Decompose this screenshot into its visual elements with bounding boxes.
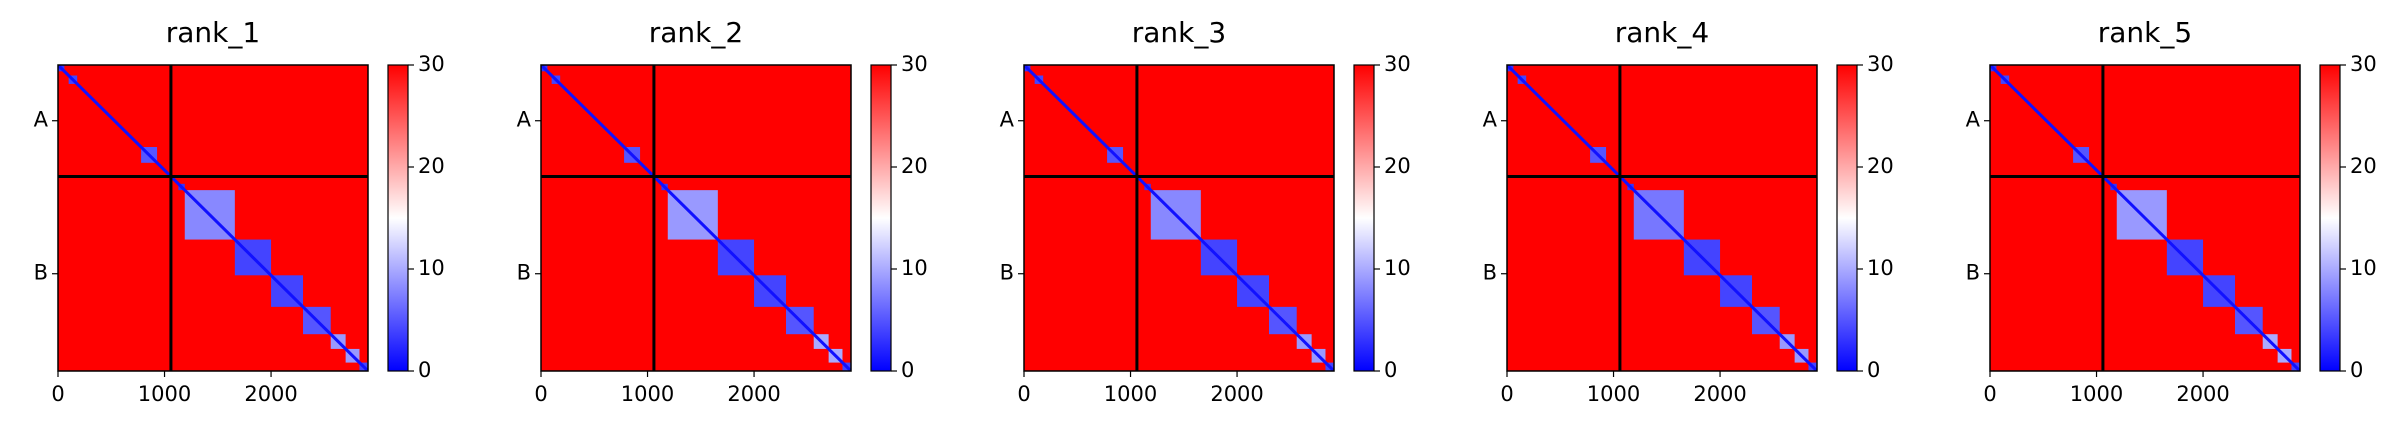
colorbar	[1353, 64, 1375, 372]
chart-title: rank_5	[2098, 16, 2192, 49]
colorbar	[870, 64, 892, 372]
heatmap-area	[541, 65, 851, 371]
colorbar-tick-label: 30	[418, 52, 445, 76]
colorbar-tick-label: 0	[1867, 358, 1880, 382]
x-tick-label: 2000	[727, 382, 780, 406]
x-tick-label: 0	[1500, 382, 1513, 406]
x-tick-label: 0	[1983, 382, 1996, 406]
heatmap-diagonal	[1024, 65, 1334, 371]
chart-title: rank_2	[649, 16, 743, 49]
x-tick-label: 1000	[2070, 382, 2123, 406]
colorbar	[2319, 64, 2341, 372]
y-tick-label: B	[1000, 261, 1014, 285]
colorbar-tick-label: 30	[1384, 52, 1411, 76]
x-tick-label: 2000	[1693, 382, 1746, 406]
colorbar-tick-label: 10	[418, 256, 445, 280]
colorbar-tick-label: 0	[901, 358, 914, 382]
colorbar	[387, 64, 409, 372]
y-tick-label: B	[1966, 261, 1980, 285]
colorbar	[1836, 64, 1858, 372]
axes-frame	[1506, 64, 1818, 372]
heatmap-area	[1507, 65, 1817, 371]
y-tick-label: A	[1000, 108, 1015, 132]
panel: rank_2 0 1000 2000 A B 0 10 20 30	[517, 16, 928, 406]
colorbar-tick-label: 10	[901, 256, 928, 280]
x-tick-label: 0	[51, 382, 64, 406]
colorbar-tick-label: 20	[2350, 154, 2377, 178]
colorbar-tick-label: 30	[2350, 52, 2377, 76]
x-tick-label: 0	[1017, 382, 1030, 406]
colorbar-tick-label: 10	[1384, 256, 1411, 280]
heatmap-area	[1990, 65, 2300, 371]
heatmap-area	[58, 65, 368, 371]
y-tick-label: A	[1966, 108, 1981, 132]
y-tick-label: A	[1483, 108, 1498, 132]
colorbar-tick-label: 0	[418, 358, 431, 382]
x-tick-label: 2000	[2176, 382, 2229, 406]
heatmap-diagonal	[58, 65, 368, 371]
x-tick-label: 1000	[1587, 382, 1640, 406]
colorbar-tick-label: 20	[901, 154, 928, 178]
panel: rank_1 0 1000 2000 A B 0 10 20 30	[34, 16, 445, 406]
axes-frame	[1023, 64, 1335, 372]
chart-title: rank_3	[1132, 16, 1226, 49]
x-tick-label: 1000	[621, 382, 674, 406]
colorbar-tick-label: 0	[1384, 358, 1397, 382]
colorbar-tick-label: 30	[901, 52, 928, 76]
chart-title: rank_4	[1615, 16, 1709, 49]
heatmap-diagonal	[1990, 65, 2300, 371]
x-tick-label: 2000	[244, 382, 297, 406]
chart-title: rank_1	[166, 16, 260, 49]
x-tick-label: 0	[534, 382, 547, 406]
heatmap-diagonal	[1507, 65, 1817, 371]
x-tick-label: 1000	[1104, 382, 1157, 406]
y-tick-label: A	[34, 108, 49, 132]
x-tick-label: 1000	[138, 382, 191, 406]
colorbar-tick-label: 0	[2350, 358, 2363, 382]
panel: rank_3 0 1000 2000 A B 0 10 20 30	[1000, 16, 1411, 406]
x-tick-label: 2000	[1210, 382, 1263, 406]
y-tick-label: B	[517, 261, 531, 285]
panel: rank_5 0 1000 2000 A B 0 10 20 30	[1966, 16, 2377, 406]
y-tick-label: A	[517, 108, 532, 132]
axes-frame	[540, 64, 852, 372]
axes-frame	[1989, 64, 2301, 372]
heatmap-area	[1024, 65, 1334, 371]
y-tick-label: B	[34, 261, 48, 285]
y-tick-label: B	[1483, 261, 1497, 285]
colorbar-tick-label: 10	[2350, 256, 2377, 280]
panel: rank_4 0 1000 2000 A B 0 10 20 30	[1483, 16, 1894, 406]
heatmap-diagonal	[541, 65, 851, 371]
axes-frame	[57, 64, 369, 372]
colorbar-tick-label: 20	[1867, 154, 1894, 178]
colorbar-tick-label: 20	[418, 154, 445, 178]
colorbar-tick-label: 30	[1867, 52, 1894, 76]
colorbar-tick-label: 20	[1384, 154, 1411, 178]
colorbar-tick-label: 10	[1867, 256, 1894, 280]
